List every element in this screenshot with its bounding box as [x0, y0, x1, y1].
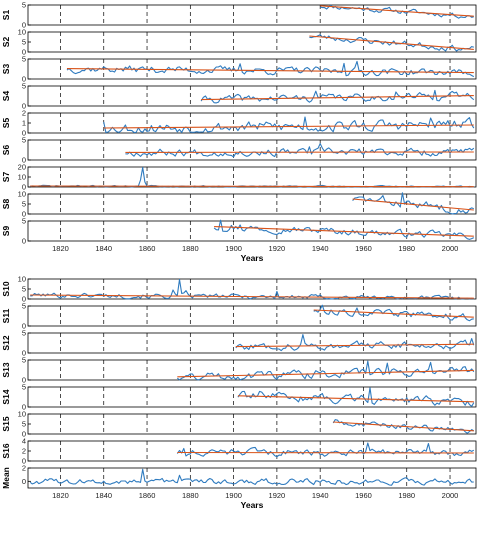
panel-label-s12: S12: [1, 335, 11, 350]
panel-label-s16: S16: [1, 443, 11, 458]
panel-frame-s1: [28, 5, 476, 25]
panel-frame-s14: [28, 387, 476, 407]
ytick-label-s14-5: 5: [22, 383, 26, 392]
panel-frame-s9: [28, 221, 476, 241]
ytick-label-s2-5: 5: [22, 38, 26, 47]
ytick-label-s6-5: 5: [22, 136, 26, 145]
xtick-label-bottom-1900: 1900: [225, 491, 242, 500]
panel-frame-s12: [28, 333, 476, 353]
x-axis-title-bottom: Years: [241, 500, 264, 510]
ytick-label-s3-5: 5: [22, 55, 26, 64]
panel-label-s8: S8: [1, 199, 11, 210]
xtick-label-top-1900: 1900: [225, 244, 242, 253]
ytick-label-s5-1: 1: [22, 119, 26, 128]
ytick-label-s1-5: 5: [22, 1, 26, 10]
panel-label-s11: S11: [1, 308, 11, 323]
xtick-label-top-1940: 1940: [312, 244, 329, 253]
ytick-label-s7-20: 20: [18, 163, 26, 172]
panel-frame-s7: [28, 167, 476, 187]
xtick-label-top-1920: 1920: [269, 244, 286, 253]
panel-frame-s15: [28, 414, 476, 434]
panel-label-s2: S2: [1, 37, 11, 48]
panel-label-s6: S6: [1, 145, 11, 156]
panel-label-s3: S3: [1, 64, 11, 75]
trend-line-s16: [177, 453, 474, 454]
ytick-label-s4-5: 5: [22, 82, 26, 91]
xtick-label-bottom-1960: 1960: [355, 491, 372, 500]
ytick-label-s16-2: 2: [22, 447, 26, 456]
ytick-label-s2-10: 10: [18, 28, 26, 37]
panel-label-s15: S15: [1, 416, 11, 431]
ytick-label-s15-10: 10: [18, 410, 26, 419]
xtick-label-top-2000: 2000: [442, 244, 459, 253]
panel-frame-s4: [28, 86, 476, 106]
ytick-label-s11-5: 5: [22, 302, 26, 311]
panel-label-s4: S4: [1, 91, 11, 102]
panel-label-s14: S14: [1, 389, 11, 404]
xtick-label-bottom-1920: 1920: [269, 491, 286, 500]
panel-label-s5: S5: [1, 118, 11, 129]
ytick-label-s10-5: 5: [22, 285, 26, 294]
xtick-label-bottom-1820: 1820: [52, 491, 69, 500]
xtick-label-bottom-1840: 1840: [95, 491, 112, 500]
xtick-label-bottom-1880: 1880: [182, 491, 199, 500]
xtick-label-bottom-2000: 2000: [442, 491, 459, 500]
ytick-label-s5-2: 2: [22, 109, 26, 118]
x-axis-title-top: Years: [241, 253, 264, 263]
ytick-label-s10-10: 10: [18, 275, 26, 284]
xtick-label-top-1860: 1860: [139, 244, 156, 253]
ytick-label-s8-10: 10: [18, 190, 26, 199]
xtick-label-bottom-1860: 1860: [139, 491, 156, 500]
panel-label-s10: S10: [1, 281, 11, 296]
xtick-label-top-1820: 1820: [52, 244, 69, 253]
ytick-label-s7-10: 10: [18, 173, 26, 182]
panel-label-mean: Mean: [1, 467, 11, 489]
ytick-label-s15-5: 5: [22, 420, 26, 429]
ytick-label-s9-5: 5: [22, 217, 26, 226]
xtick-label-top-1840: 1840: [95, 244, 112, 253]
xtick-label-bottom-1940: 1940: [312, 491, 329, 500]
xtick-label-top-1880: 1880: [182, 244, 199, 253]
ytick-label-s9-0: 0: [22, 237, 26, 246]
xtick-label-bottom-1980: 1980: [398, 491, 415, 500]
panel-label-s9: S9: [1, 226, 11, 237]
ytick-label-s12-5: 5: [22, 329, 26, 338]
ytick-label-mean-0: 0: [22, 477, 26, 486]
xtick-label-top-1980: 1980: [398, 244, 415, 253]
panel-frame-mean: [28, 468, 476, 488]
panel-label-s7: S7: [1, 172, 11, 183]
ytick-label-s8-5: 5: [22, 200, 26, 209]
panel-frame-s2: [28, 32, 476, 52]
ytick-label-s13-5: 5: [22, 356, 26, 365]
ytick-label-mean-2: 2: [22, 464, 26, 473]
panel-label-s1: S1: [1, 10, 11, 21]
panel-frame-s16: [28, 441, 476, 461]
panel-label-s13: S13: [1, 362, 11, 377]
ytick-label-s16-4: 4: [22, 437, 26, 446]
xtick-label-top-1960: 1960: [355, 244, 372, 253]
trend-line-s7: [30, 186, 474, 187]
panel-frame-s11: [28, 306, 476, 326]
